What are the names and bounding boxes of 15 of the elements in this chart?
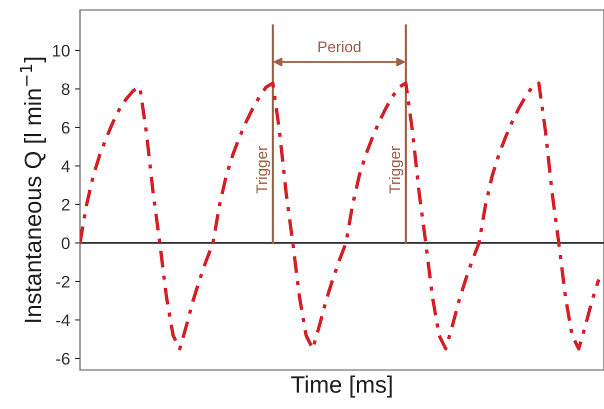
y-tick-label: 10 — [53, 44, 70, 57]
y-axis-title: Instantaneous Q [l min$^{−1}$] — [20, 58, 46, 322]
y-tick-label: 0 — [62, 237, 70, 250]
y-tick-label: 8 — [62, 83, 70, 96]
y-tick-label: 4 — [61, 160, 70, 172]
y-tick-label: -4 — [56, 314, 70, 326]
annotation: Trigger — [256, 146, 270, 194]
annotation: Trigger — [388, 146, 404, 194]
y-tick-label: -2 — [56, 276, 70, 288]
y-tick-label: -6 — [56, 352, 70, 365]
x-axis-title: Time [ms] — [291, 376, 392, 398]
line-series — [80, 81, 600, 350]
y-tick-label: 6 — [62, 122, 70, 134]
annotation: Period — [318, 41, 360, 52]
y-tick-label: 2 — [62, 198, 70, 210]
